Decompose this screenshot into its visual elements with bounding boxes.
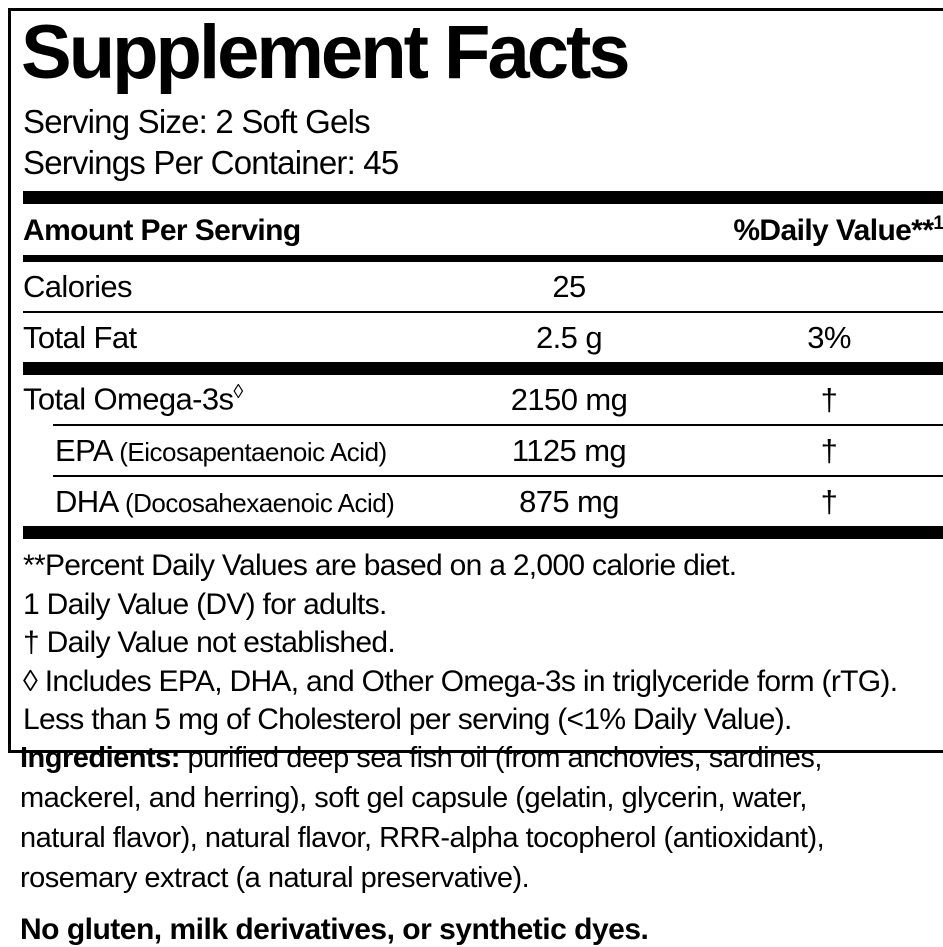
section-divider-top xyxy=(23,191,943,204)
below-panel-text: Ingredients: purified deep sea fish oil … xyxy=(20,738,928,947)
nutrient-name: Total Fat xyxy=(23,319,137,355)
daily-value-asterisks: ** xyxy=(911,214,934,247)
allergen-statement: No gluten, milk derivatives, or syntheti… xyxy=(20,913,649,946)
nutrient-name-detail: (Docosahexaenoic Acid) xyxy=(124,487,395,518)
amount-per-serving-label: Amount Per Serving xyxy=(23,214,301,247)
nutrient-amount: 2.5 g xyxy=(536,319,603,355)
nutrient-name-text: Total Omega-3s xyxy=(23,381,234,417)
row-divider xyxy=(53,424,943,426)
daily-value-superscript: 1 xyxy=(933,213,943,234)
nutrient-dv: † xyxy=(820,483,838,519)
daily-value-text: %Daily Value xyxy=(733,214,912,247)
nutrient-name-text: DHA xyxy=(55,483,118,519)
nutrient-name: Calories xyxy=(23,268,133,304)
ingredients-label: Ingredients: xyxy=(20,742,180,774)
nutrient-name: EPA (Eicosapentaenoic Acid) xyxy=(23,433,424,469)
nutrient-amount: 875 mg xyxy=(519,483,619,519)
ingredients-text-rest: mackerel, and herring), soft gel capsule… xyxy=(20,782,825,894)
daily-value-label: %Daily Value**1 xyxy=(733,213,943,248)
footnote-dv-adults: 1 Daily Value (DV) for adults. xyxy=(23,587,387,621)
footnote-cholesterol: Less than 5 mg of Cholesterol per servin… xyxy=(23,703,792,736)
nutrient-amount: 1125 mg xyxy=(511,432,627,468)
nutrient-row-epa: EPA (Eicosapentaenoic Acid) 1125 mg † xyxy=(23,426,943,475)
panel-title: Supplement Facts xyxy=(21,10,631,95)
supplement-facts-panel: Supplement Facts Serving Size: 2 Soft Ge… xyxy=(8,8,943,753)
footnote-percent-daily-values: **Percent Daily Values are based on a 2,… xyxy=(23,549,737,582)
row-divider xyxy=(23,311,943,313)
header-divider xyxy=(23,255,943,262)
serving-size-text: Serving Size: 2 Soft Gels xyxy=(23,103,371,140)
ingredients-paragraph: Ingredients: purified deep sea fish oil … xyxy=(20,738,928,898)
nutrient-name: Total Omega-3s◊ xyxy=(23,381,424,417)
nutrient-row-dha: DHA (Docosahexaenoic Acid) 875 mg † xyxy=(23,477,943,526)
nutrient-dv: 3% xyxy=(807,319,851,355)
footnote-dv-not-established: † Daily Value not established. xyxy=(23,626,396,659)
row-divider xyxy=(53,475,943,477)
nutrient-dv: † xyxy=(820,381,838,417)
servings-per-container-text: Servings Per Container: 45 xyxy=(23,144,399,181)
nutrient-name-text: EPA xyxy=(55,432,112,468)
nutrient-name-detail: (Eicosapentaenoic Acid) xyxy=(119,436,387,467)
nutrient-amount: 2150 mg xyxy=(510,381,628,417)
footnote-omega-includes: ◊ Includes EPA, DHA, and Other Omega-3s … xyxy=(23,664,898,698)
nutrient-row-total-omega3s: Total Omega-3s◊ 2150 mg † xyxy=(23,375,943,424)
lozenge-marker: ◊ xyxy=(233,381,243,404)
nutrient-row-total-fat: Total Fat 2.5 g 3% xyxy=(23,313,943,362)
nutrient-row-calories: Calories 25 xyxy=(23,262,943,311)
nutrient-name: DHA (Docosahexaenoic Acid) xyxy=(23,484,424,520)
ingredients-text-line1: purified deep sea fish oil (from anchovi… xyxy=(179,742,823,774)
facts-header-row: Amount Per Serving %Daily Value**1 xyxy=(23,204,943,255)
section-divider-mid xyxy=(23,362,943,375)
section-divider-bottom xyxy=(23,526,943,539)
nutrient-dv: † xyxy=(820,432,838,468)
footnotes-block: **Percent Daily Values are based on a 2,… xyxy=(23,539,943,740)
nutrient-amount: 25 xyxy=(552,268,586,304)
